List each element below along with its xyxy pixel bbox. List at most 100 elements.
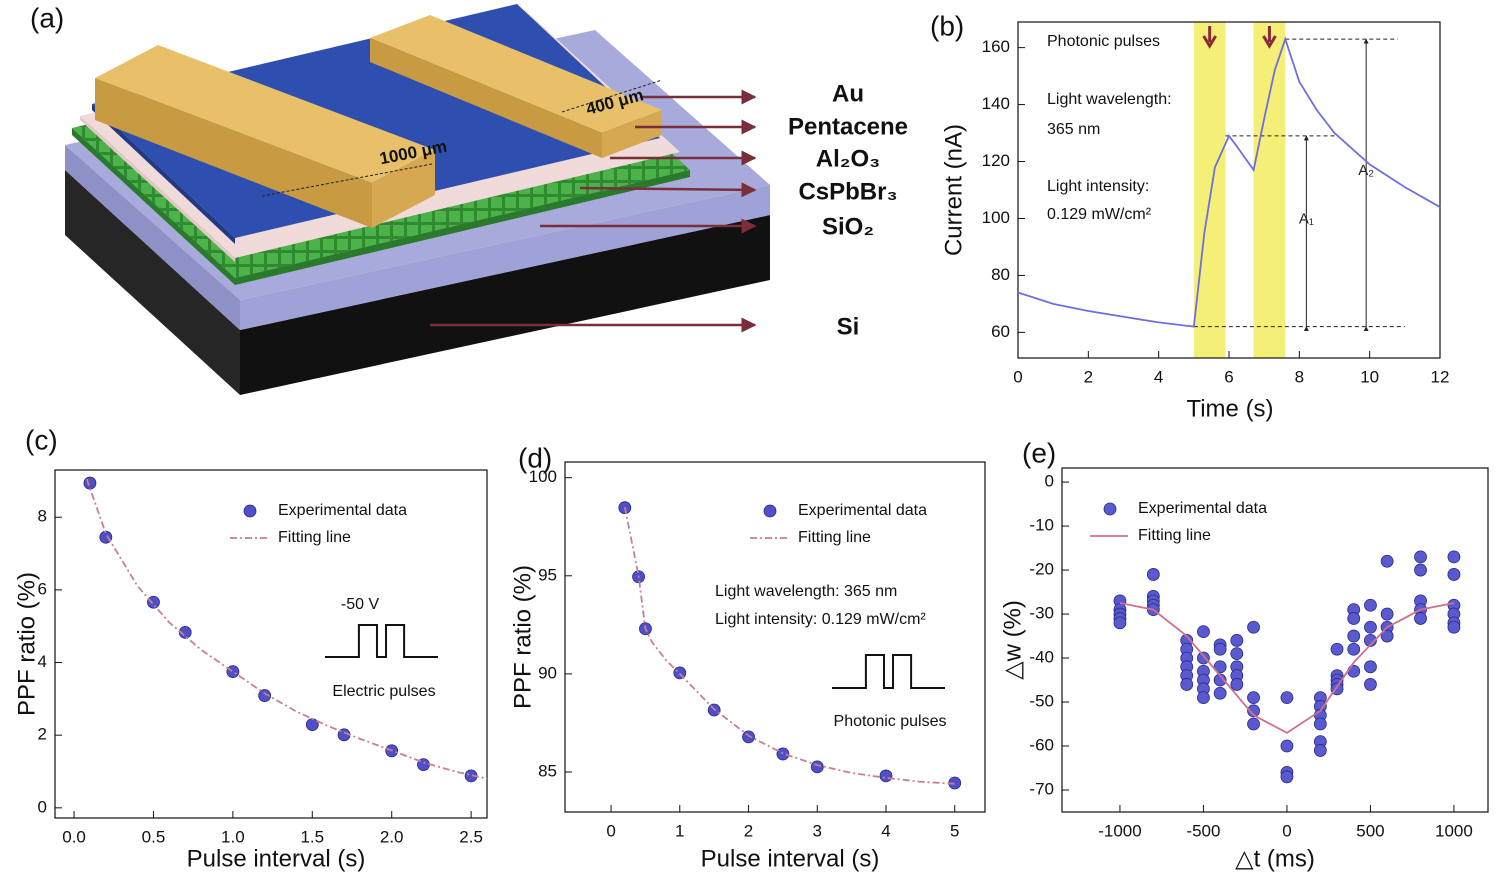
plot-frame [1061,467,1489,813]
pulse-shape [832,654,945,689]
x-tick-label: 500 [1356,821,1384,840]
y-tick-label: 2 [38,725,47,744]
data-point [1230,634,1244,647]
y-tick-label: 0 [38,797,47,816]
data-point [1247,717,1260,731]
pulse-shape [325,624,438,658]
data-point [1280,739,1294,753]
layer-label: Au [832,80,864,107]
layer-label: SiO₂ [822,213,874,240]
y-tick-label: 95 [538,565,557,584]
y-tick-label: 100 [982,208,1010,227]
annotation: Light wavelength: [1047,91,1172,108]
data-point [1347,629,1361,643]
device-diagram [65,4,770,395]
annotation: 365 nm [1047,121,1100,138]
x-tick-label: 1.0 [221,827,245,846]
y-tick-label: -70 [1029,779,1054,798]
y-tick-label: 6 [38,579,47,598]
y-tick-label: 60 [991,322,1010,341]
data-point [305,718,319,732]
data-point [1197,691,1210,705]
data-point [1197,651,1210,665]
y-tick-label: -10 [1029,516,1054,535]
x-tick-label: 0.0 [62,827,86,846]
layer-label: Al₂O₃ [816,145,880,172]
x-tick-label: 2.5 [459,827,483,846]
x-tick-label: 1000 [1435,821,1473,840]
legend-label: Experimental data [798,502,927,519]
legend-label: Experimental data [278,502,407,519]
x-axis-title: Time (s) [1186,395,1273,422]
data-point [83,476,97,490]
data-point [1347,612,1361,625]
y-tick-label: 90 [538,663,557,682]
data-point [1380,629,1394,643]
data-point [776,747,790,761]
data-point [258,689,272,702]
data-point [1447,620,1461,634]
y-tick-label: -50 [1029,692,1054,711]
panel-label: (d) [518,442,552,473]
legend-label: Experimental data [1138,500,1267,517]
data-point [1364,678,1377,691]
x-tick-label: -1000 [1098,821,1141,840]
data-point [1447,568,1461,581]
data-point [810,760,824,774]
series-line [623,506,955,785]
x-tick-label: -500 [1186,821,1220,840]
layer-label: Si [837,313,860,340]
y-tick-label: -30 [1029,604,1054,623]
data-point [1247,691,1260,705]
x-tick-label: 1.5 [300,827,324,846]
data-point [1213,642,1227,656]
x-tick-label: 3 [813,821,822,840]
data-point [1330,642,1344,656]
y-tick-label: 160 [982,37,1010,56]
x-tick-label: 12 [1431,367,1450,386]
y-axis-title: △w (%) [999,600,1026,680]
annotation: Light intensity: [1047,178,1149,195]
y-tick-label: 4 [38,652,47,671]
data-point [1230,647,1244,661]
data-point [1447,550,1461,564]
data-point [1247,620,1260,634]
y-tick-label: -20 [1029,560,1054,579]
amplitude-label: A₁ [1299,210,1314,227]
plot-frame [54,469,488,819]
y-axis-title: PPF ratio (%) [509,565,536,709]
series-line [1119,602,1455,734]
x-tick-label: 10 [1360,367,1379,386]
legend-marker [243,504,257,518]
highlight-band [1193,22,1226,358]
data-point [1414,550,1427,564]
layer-label: CsPbBr₃ [798,178,897,205]
legend-marker [1103,502,1117,516]
y-tick-label: 120 [982,151,1010,170]
legend-label: Fitting line [798,529,871,546]
panel-label: (e) [1022,437,1056,468]
amplitude-label: A₂ [1358,162,1374,179]
data-point [1213,660,1227,674]
layer-label: Pentacene [788,113,908,140]
data-point [1380,607,1394,621]
pulse-arrow [1202,26,1217,49]
y-tick-label: 85 [538,761,557,780]
x-tick-label: 8 [1295,367,1304,386]
data-point [178,625,192,639]
x-tick-label: 4 [1154,367,1163,386]
data-point [1113,616,1127,630]
series-line [1017,36,1441,328]
y-tick-label: 8 [38,507,47,526]
x-axis-title: △t (ms) [1235,845,1315,872]
x-tick-label: 4 [881,821,890,840]
y-tick-label: 80 [991,265,1010,284]
data-point [147,595,160,609]
data-point [1146,568,1160,581]
data-point [1213,673,1227,687]
panel-label: (a) [30,2,64,33]
data-point [1380,554,1394,568]
legend-marker [763,504,777,518]
data-point [1364,634,1377,647]
series-line [85,478,488,780]
